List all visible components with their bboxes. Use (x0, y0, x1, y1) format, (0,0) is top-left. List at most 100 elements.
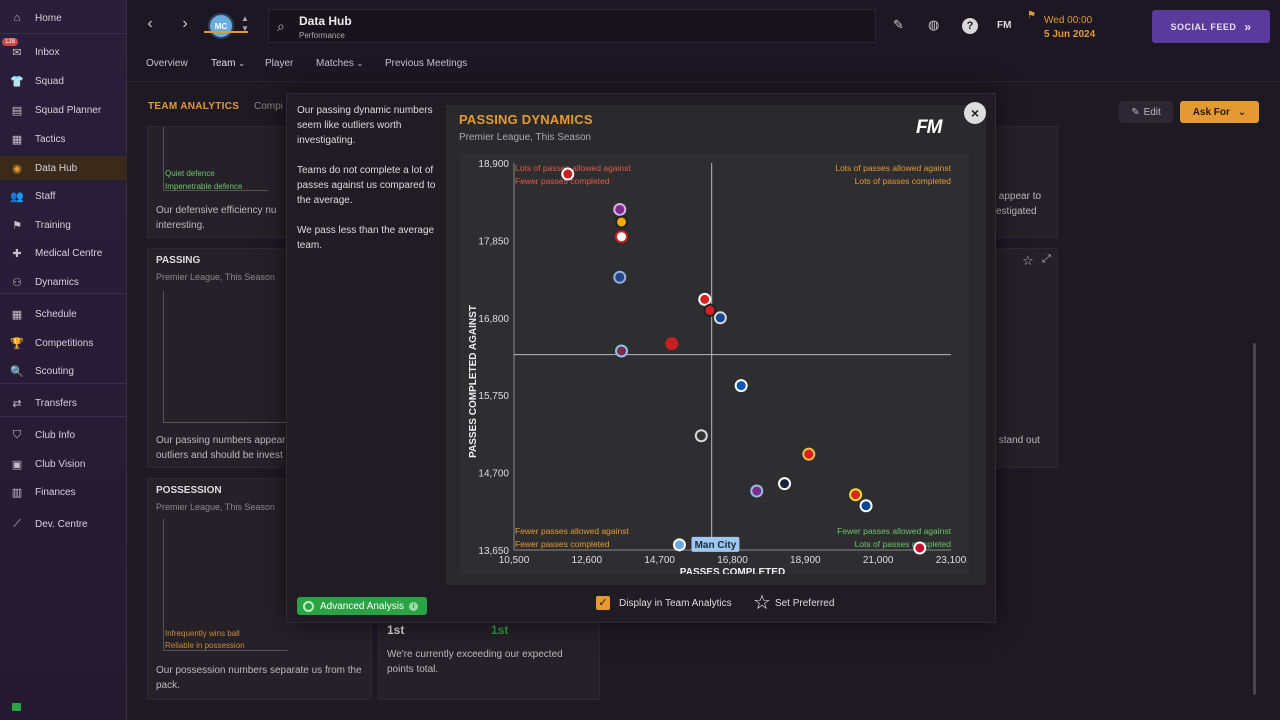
chart-subtitle: Premier League, This Season (459, 132, 592, 143)
checkmark-icon: ✓ (596, 596, 610, 610)
tab-matches[interactable]: Matches ⌄ (316, 58, 363, 69)
right-card-mid[interactable]: ☆ ⤢ s stand out (986, 248, 1058, 468)
display-in-team-analytics-checkbox[interactable]: ✓ Display in Team Analytics (596, 596, 732, 610)
data-point (615, 204, 625, 214)
quadrant-label: Lots of passes completed (855, 539, 952, 549)
sidebar-item-data-hub[interactable]: ◉ Data Hub (0, 156, 127, 180)
x-tick-label: 21,000 (863, 555, 894, 566)
tab-matches-label: Matches (316, 58, 354, 69)
data-point (752, 486, 762, 496)
data-point (804, 449, 814, 459)
chart-panel: PASSING DYNAMICS Premier League, This Se… (446, 105, 986, 585)
sidebar-item-label: Finances (35, 486, 76, 498)
sidebar-item-home[interactable]: ⌂ Home (0, 6, 127, 30)
star-icon[interactable]: ☆ (1022, 253, 1034, 268)
sidebar-item-training[interactable]: ⚑ Training (0, 213, 127, 237)
sidebar-item-label: Data Hub (35, 162, 78, 174)
close-button[interactable]: × (964, 102, 986, 124)
insight-text-3: We pass less than the average team. (297, 225, 435, 251)
right-card-top[interactable]: s appear to vestigated (986, 126, 1058, 238)
data-point (780, 479, 790, 489)
trophy-icon: 🏆 (10, 337, 24, 350)
tab-overview[interactable]: Overview (146, 58, 188, 69)
rank-value-expected: 1st (491, 623, 509, 637)
sidebar-item-staff[interactable]: 👥 Staff (0, 184, 127, 208)
sidebar-item-competitions[interactable]: 🏆 Competitions (0, 331, 127, 355)
sidebar-item-label: Transfers (35, 397, 77, 409)
search-box[interactable]: ⌕ Data Hub Performance (268, 9, 876, 43)
possession-quadrant-label: Reliable in possession (165, 641, 245, 650)
chevron-down-icon: ⌄ (238, 59, 245, 68)
social-feed-button[interactable]: SOCIAL FEED » (1152, 10, 1270, 43)
sidebar-item-dynamics[interactable]: ⚇ Dynamics (0, 270, 127, 294)
quadrant-label: Fewer passes allowed against (837, 526, 952, 536)
tab-team-label: Team (211, 58, 236, 69)
data-point (915, 543, 925, 553)
defence-card[interactable]: Quiet defence Impenetrable defence Our d… (147, 126, 287, 238)
sidebar-item-schedule[interactable]: ▦ Schedule (0, 302, 127, 326)
tab-previous-meetings[interactable]: Previous Meetings (385, 58, 468, 69)
data-point (715, 313, 725, 323)
advanced-analysis-button[interactable]: Advanced Analysis i (297, 597, 427, 615)
sidebar-item-squad[interactable]: 👕 Squad (0, 69, 127, 93)
data-point (563, 169, 573, 179)
sidebar-item-dev-centre[interactable]: ⟋ Dev. Centre (0, 512, 127, 536)
set-preferred-button[interactable]: ☆ Set Preferred (753, 593, 834, 613)
scrollbar[interactable] (1253, 343, 1256, 695)
possession-card[interactable]: POSSESSION Premier League, This Season I… (147, 478, 372, 700)
sidebar-item-squad-planner[interactable]: ▤ Squad Planner (0, 98, 127, 122)
points-summary: We're currently exceeding our expected p… (387, 649, 563, 675)
calendar-icon: ▦ (11, 308, 23, 321)
right-card-mid-text: s stand out (991, 435, 1040, 446)
sidebar-item-transfers[interactable]: ⇄ Transfers (0, 391, 127, 415)
club-badge[interactable]: MC (208, 13, 234, 39)
status-icon[interactable] (12, 703, 21, 711)
defence-mini-chart (163, 127, 268, 191)
edit-button[interactable]: ✎ Edit (1119, 101, 1173, 123)
finances-icon: ▥ (11, 486, 23, 499)
back-arrow-icon[interactable]: ‹ (147, 15, 153, 32)
sidebar-item-finances[interactable]: ▥ Finances (0, 480, 127, 504)
help-icon[interactable]: ? (962, 18, 978, 34)
y-tick-label: 16,800 (478, 314, 509, 325)
sidebar-item-scouting[interactable]: 🔍 Scouting (0, 359, 127, 383)
passing-card[interactable]: PASSING Premier League, This Season Our … (147, 248, 288, 468)
sidebar-item-label: Training (35, 219, 71, 231)
sidebar-item-tactics[interactable]: ▦ Tactics (0, 127, 127, 151)
pencil-icon[interactable]: ✎ (893, 17, 904, 32)
sidebar-item-label: Club Vision (35, 458, 86, 470)
ask-for-button[interactable]: Ask For ⌄ (1180, 101, 1259, 123)
possession-quadrant-label: Infrequently wins ball (165, 629, 240, 638)
chevron-down-icon: ⌄ (356, 59, 364, 68)
data-point (617, 217, 627, 227)
sidebar-item-club-vision[interactable]: ▣ Club Vision (0, 452, 127, 476)
tab-player[interactable]: Player (265, 58, 294, 69)
expand-icon[interactable]: ⤢ (1042, 253, 1051, 265)
fm-menu-button[interactable]: FM (997, 20, 1012, 31)
club-switch-arrows-icon[interactable]: ▲ ▼ (241, 14, 249, 33)
tab-team[interactable]: Team ⌄ (211, 58, 245, 69)
data-hub-icon: ◉ (12, 162, 22, 175)
globe-icon[interactable]: ◍ (928, 17, 940, 32)
data-point (851, 490, 861, 500)
sidebar-item-club-info[interactable]: ⛉ Club Info (0, 423, 127, 447)
card-subtitle: Premier League, This Season (156, 272, 275, 282)
double-chevron-right-icon: » (1244, 19, 1252, 34)
data-point (705, 305, 715, 315)
briefcase-icon: ▣ (11, 458, 23, 471)
sidebar-item-medical-centre[interactable]: ✚ Medical Centre (0, 241, 127, 265)
sidebar-item-label: Tactics (35, 133, 66, 145)
sidebar-item-label: Inbox (35, 46, 60, 58)
date-time: Wed 00:00 (1044, 15, 1093, 26)
x-tick-label: 16,800 (717, 555, 748, 566)
display-in-team-analytics-label: Display in Team Analytics (619, 597, 732, 609)
rank-value: 1st (387, 623, 405, 637)
sidebar-item-inbox[interactable]: ✉ Inbox (0, 40, 127, 64)
sidebar-item-label: Squad (35, 75, 64, 87)
data-point (615, 272, 625, 282)
staff-icon: 👥 (10, 190, 24, 203)
sidebar-item-label: Dev. Centre (35, 518, 88, 530)
card-title: POSSESSION (156, 485, 222, 496)
points-card[interactable]: 1st 1st We're currently exceeding our ex… (378, 612, 600, 700)
forward-arrow-icon[interactable]: › (182, 15, 188, 32)
